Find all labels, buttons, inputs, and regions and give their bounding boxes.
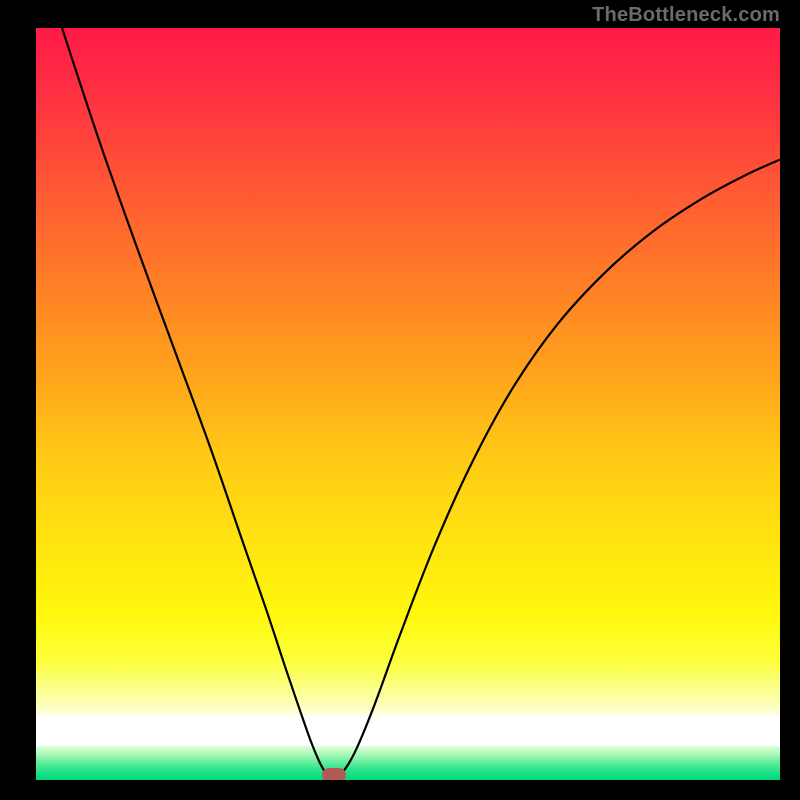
chart-frame: TheBottleneck.com [0, 0, 800, 800]
watermark-label: TheBottleneck.com [592, 4, 780, 27]
green-band [36, 746, 780, 780]
white-band [36, 716, 780, 746]
plot-area [36, 28, 780, 780]
background-gradient [36, 28, 780, 780]
minimum-marker [322, 768, 346, 780]
